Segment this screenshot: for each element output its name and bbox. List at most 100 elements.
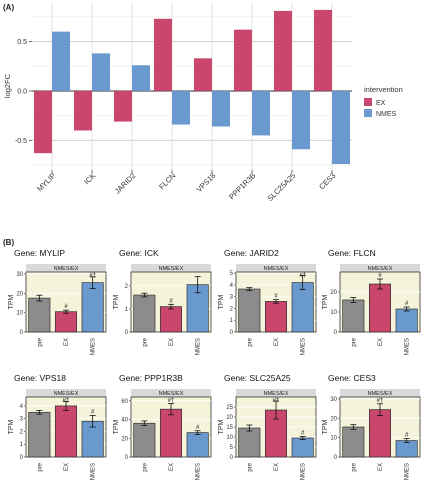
y-tick-label: 0 [125,455,129,461]
significance-mark: #† [63,398,70,404]
small-multiple-ces3: Gene: CES3 NMES/EX 0 10 20 30 pre #† EX # NMES TPM [322,373,421,480]
facet-strip-label: NMES/EX [368,266,393,272]
bar-nmes [395,308,418,333]
bar-nmes-ces3 [332,90,350,165]
bar-nmes-flcn [172,90,190,125]
facet-strip [26,264,106,272]
x-tick-label: EX [169,463,175,471]
x-tick-label: pre [37,462,43,471]
small-multiple-vps18: Gene: VPS18 NMES/EX 0 1 2 3 4 pre #† EX # NMES TPM [8,373,107,480]
y-tick-label: 2 [20,429,24,435]
y-tick-label: 5 [230,271,234,277]
x-tick-label: EX [64,463,70,471]
small-multiple-ick: Gene: ICK NMES/EX 0 1 2 pre # EX NMES TPM [113,248,212,355]
legend-title: intervention [364,85,403,94]
bar-nmes-vps18 [212,90,230,127]
y-axis-label: TPM [113,294,120,309]
bar-pre [342,299,365,333]
y-tick-label: 10 [330,436,337,442]
significance-mark: # [378,273,382,279]
x-tick-label: pre [142,462,148,471]
x-tick-label: EX [378,338,384,346]
bar-ex [264,301,288,333]
x-tick-label-a: MYLIP [35,171,57,193]
y-tick-label: 10 [226,435,233,441]
panel-title: Gene: JARID2 [224,248,279,258]
y-tick-label: 1 [230,318,234,324]
facet-strip-label: NMES/EX [54,391,79,397]
y-tick-label: 25 [226,405,233,411]
facet-strip [236,389,316,397]
legend-label-nmes: NMES [376,111,397,118]
bar-nmes-slc25a25 [292,90,310,150]
bar-nmes [395,440,418,458]
y-tick-label: 20 [121,436,128,442]
bar-ex [54,311,78,333]
facet-strip-label: NMES/EX [368,391,393,397]
x-tick-label-a: JARID2 [113,171,138,196]
bar-pre [28,411,51,458]
y-tick-label: 40 [121,418,128,424]
facet-strip-label: NMES/EX [54,266,79,272]
x-tick-label: pre [142,337,148,346]
x-tick-label: EX [64,338,70,346]
significance-mark: # [405,433,409,439]
bar-pre [342,426,365,458]
y-axis-label: TPM [8,294,15,309]
bar-ex-vps18 [194,58,212,91]
significance-mark: # [405,301,409,307]
x-tick-label: EX [274,463,280,471]
bar-pre [133,294,156,333]
y-tick-label: 4 [20,404,24,410]
bar-nmes-jarid2 [132,65,150,91]
panel-a-bar-chart: -0.5 0.0 0.5 MYLIP ICK JARID2 FLCN VPS18 PPP1R3B… [3,2,403,203]
legend-label-ex: EX [376,100,386,107]
facet-strip [340,264,420,272]
y-axis-label: TPM [113,419,120,434]
x-tick-label-a: SLC25A25 [265,171,297,203]
bar-ex [54,405,78,458]
bar-ex-ppp1r3b [234,29,252,91]
y-tick-label: 4 [230,283,234,289]
x-tick-label: pre [37,337,43,346]
y-tick-label: 2 [125,284,129,290]
y-axis-label-a: log2FC [3,73,12,98]
x-tick-label: pre [351,337,357,346]
y-tick-label: 1 [125,307,129,313]
y-tick-label: 60 [121,399,128,405]
small-multiple-jarid2: Gene: JARID2 NMES/EX 0 1 2 3 4 5 pre # EX #† NMES TPM [218,248,317,355]
panel-title: Gene: VPS18 [14,373,66,383]
bar-ex-mylip [34,90,52,154]
y-tick-label: 20 [330,416,337,422]
bar-nmes-ick [92,53,110,91]
y-axis-label: TPM [218,419,225,434]
x-tick-label: EX [169,338,175,346]
significance-mark: # [64,304,68,310]
bar-nmes-ppp1r3b [252,90,270,136]
x-tick-label-a: CES3 [317,171,337,191]
bar-nmes [81,282,104,333]
panel-title: Gene: FLCN [328,248,376,258]
y-tick-label: 5 [230,445,234,451]
y-tick-label: 30 [330,397,337,403]
panel-b-label: (B) [3,238,14,247]
legend-swatch-nmes [364,109,372,117]
y-tick-label: 0 [334,455,338,461]
facet-strip-label: NMES/EX [264,266,289,272]
bar-nmes [186,432,209,458]
x-tick-label-a: ICK [82,171,97,186]
small-multiple-mylip: Gene: MYLIP NMES/EX 0 10 20 30 pre # EX #† NMES TPM [8,248,107,355]
significance-mark: #† [89,273,96,279]
y-tick-label: 20 [330,290,337,296]
y-tick-label: 30 [16,272,23,278]
x-tick-label: pre [247,462,253,471]
facet-strip-label: NMES/EX [159,391,184,397]
x-tick-label: EX [378,463,384,471]
y-tick-label: 10 [16,311,23,317]
bar-ex [368,283,392,333]
bar-nmes-mylip [52,31,70,91]
bar-pre [238,288,261,333]
significance-mark: #† [273,398,280,404]
bar-ex-ick [74,90,92,131]
y-tick-label: 2 [230,306,234,312]
